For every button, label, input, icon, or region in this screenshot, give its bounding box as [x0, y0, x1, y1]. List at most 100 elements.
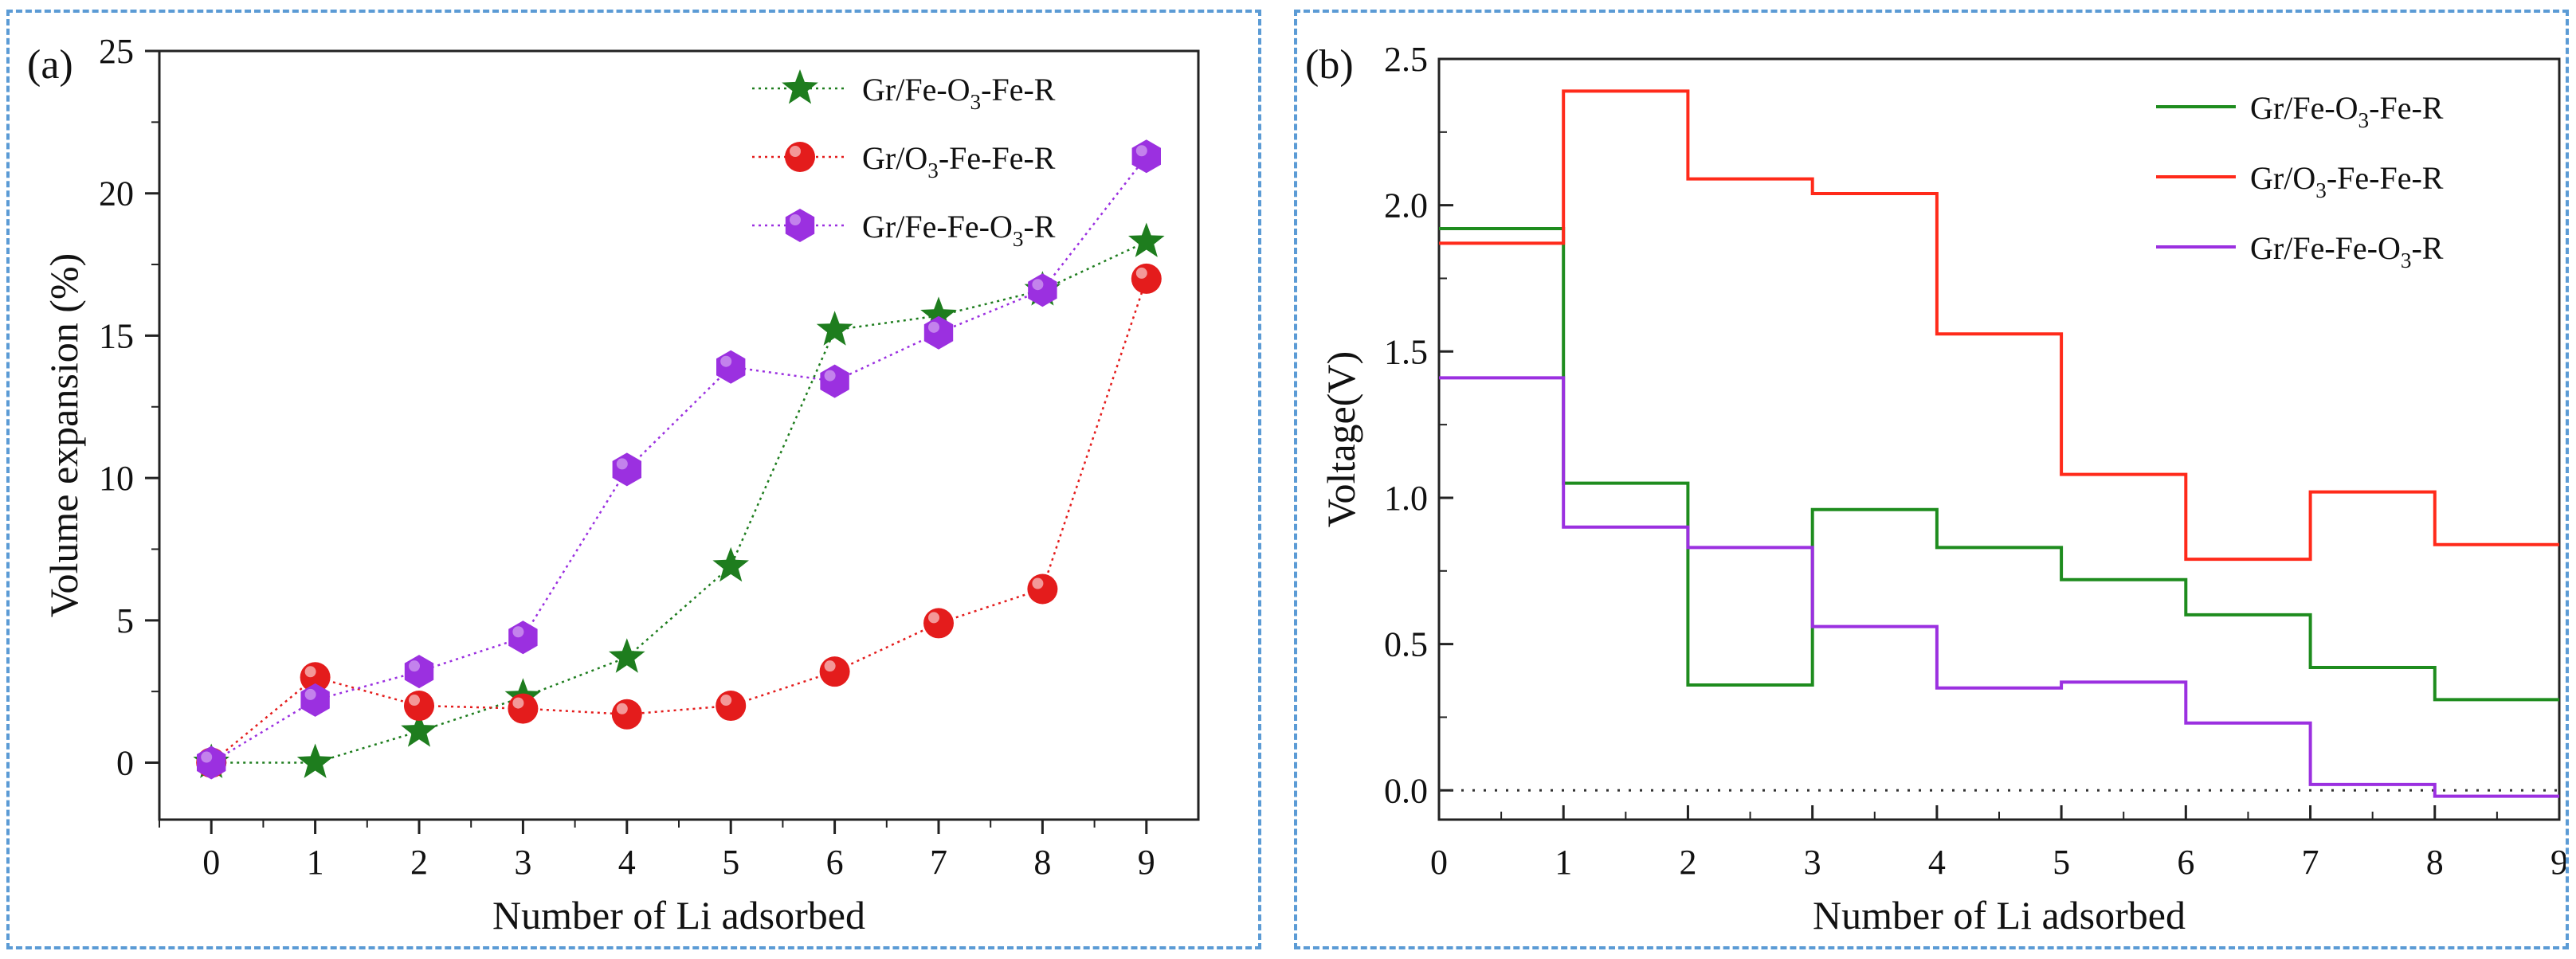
y-tick-label-a: 15: [99, 316, 134, 355]
x-tick-label-b: 7: [2302, 843, 2319, 882]
data-point-a-2: [508, 620, 538, 655]
data-point-a-2: [923, 315, 954, 350]
data-point-a-2-highlight: [409, 660, 420, 672]
panel-a-volume-expansion: (a) 0 1 2 3 4 5 6 7 8 9 0 5 10 15 20 25 Number of Li adso…: [6, 10, 1261, 949]
x-tick-label-a: 5: [722, 843, 739, 882]
data-point-a-2: [404, 655, 434, 689]
legend-marker-a-1-highlight: [790, 146, 801, 157]
y-tick-label-b: 0.0: [1384, 771, 1428, 810]
data-point-a-1-highlight: [409, 695, 420, 707]
x-tick-label-b: 8: [2426, 843, 2444, 882]
data-point-a-0: [920, 296, 957, 331]
x-tick-label-b: 1: [1555, 843, 1572, 882]
data-point-a-1-highlight: [824, 660, 836, 672]
y-tick-label-a: 25: [99, 32, 134, 71]
data-point-a-1: [404, 691, 434, 722]
legend-marker-a-0: [782, 69, 818, 104]
y-tick-label-b: 1.0: [1384, 479, 1428, 518]
data-point-a-2-highlight: [201, 751, 213, 763]
data-point-a-1: [611, 699, 642, 730]
legend-marker-a-2-highlight: [790, 214, 801, 225]
x-tick-label-a: 1: [307, 843, 324, 882]
data-point-a-1-highlight: [512, 697, 524, 709]
data-point-a-2: [1028, 273, 1057, 307]
x-tick-label-a: 6: [826, 843, 844, 882]
chart-a-svg: (a) 0 1 2 3 4 5 6 7 8 9 0 5 10 15 20 25 Number of Li adso…: [27, 32, 1200, 937]
data-point-a-2-highlight: [616, 458, 628, 470]
step-line-b-0: [1439, 227, 2559, 702]
series-line-a-1: [210, 278, 1147, 764]
data-point-a-2: [300, 683, 330, 717]
data-point-a-1: [1027, 573, 1058, 605]
y-tick-label-a: 0: [116, 744, 134, 783]
x-tick-label-a: 8: [1033, 843, 1051, 882]
y-tick-label-b: 2.0: [1384, 186, 1428, 225]
x-tick-label-b: 0: [1430, 843, 1448, 882]
data-point-a-1: [923, 608, 954, 639]
legend-label-b-2: Gr/Fe-Fe-O3-R: [2250, 230, 2444, 272]
data-point-a-2-highlight: [512, 626, 524, 638]
x-tick-label-b: 3: [1804, 843, 1821, 882]
data-point-a-1: [819, 656, 850, 687]
x-axis-title-b: Number of Li adsorbed: [1813, 893, 2186, 937]
data-point-a-0: [609, 638, 645, 673]
data-point-a-1: [508, 693, 539, 724]
x-tick-label-b: 6: [2177, 843, 2194, 882]
series-line-a-0: [211, 241, 1147, 764]
data-point-a-2: [612, 452, 641, 487]
x-axis-title-a: Number of Li adsorbed: [492, 893, 865, 937]
y-axis-title-a: Volume expansion (%): [41, 253, 86, 617]
data-point-a-2: [1131, 139, 1161, 174]
y-tick-label-a: 20: [99, 174, 134, 213]
data-point-a-2-highlight: [304, 688, 316, 700]
y-tick-label-a: 5: [116, 601, 134, 640]
data-point-a-1-highlight: [1135, 267, 1147, 279]
x-tick-label-b: 9: [2551, 843, 2566, 882]
series-a-1: [196, 263, 1162, 778]
data-point-a-0: [816, 311, 853, 346]
x-tick-label-a: 0: [202, 843, 220, 882]
data-point-a-1-highlight: [304, 666, 316, 678]
panel-b-voltage: (b) 0 1 2 3 4 5 6 7 8 9 0.0 0.5 1.0 1.5 2.0 2.5 Number of…: [1294, 10, 2569, 949]
data-point-a-1-highlight: [720, 695, 732, 707]
data-point-a-2-highlight: [928, 321, 939, 333]
legend-label-a-0: Gr/Fe-O3-Fe-R: [862, 72, 1056, 114]
legend-marker-a-1: [785, 142, 815, 172]
data-point-a-0: [401, 712, 437, 747]
legend-label-b-1: Gr/O3-Fe-Fe-R: [2250, 160, 2444, 202]
legend-marker-a-2: [785, 209, 815, 242]
y-tick-label-b: 0.5: [1384, 625, 1428, 664]
data-point-a-1: [1131, 263, 1162, 294]
x-tick-label-b: 5: [2053, 843, 2070, 882]
y-tick-label-b: 2.5: [1384, 40, 1428, 79]
data-point-a-0: [296, 743, 334, 778]
data-point-a-2-highlight: [1135, 145, 1147, 157]
x-tick-label-a: 2: [410, 843, 428, 882]
legend-label-a-2: Gr/Fe-Fe-O3-R: [862, 209, 1056, 251]
data-point-a-1-highlight: [1032, 577, 1044, 589]
data-point-a-2: [197, 746, 226, 780]
step-line-b-2: [1439, 376, 2559, 798]
x-tick-label-b: 4: [1928, 843, 1946, 882]
legend-label-a-1: Gr/O3-Fe-Fe-R: [862, 140, 1056, 182]
x-tick-label-a: 7: [930, 843, 947, 882]
series-line-a-2: [210, 155, 1147, 764]
x-tick-label-a: 3: [514, 843, 531, 882]
data-point-a-0: [712, 546, 749, 582]
y-axis-title-b: Voltage(V): [1319, 351, 1363, 527]
data-point-a-0: [1128, 222, 1165, 257]
data-point-a-2: [820, 364, 849, 398]
data-point-a-2-highlight: [720, 355, 732, 367]
legend-label-b-0: Gr/Fe-O3-Fe-R: [2250, 90, 2444, 132]
series-a-0: [193, 222, 1165, 778]
data-point-a-2-highlight: [1032, 279, 1044, 291]
chart-b-svg: (b) 0 1 2 3 4 5 6 7 8 9 0.0 0.5 1.0 1.5 2.0 2.5 Number of…: [1305, 40, 2566, 937]
panel-label-b: (b): [1305, 42, 1354, 88]
x-tick-label-a: 9: [1138, 843, 1155, 882]
step-line-b-1: [1439, 89, 2559, 562]
y-tick-label-b: 1.5: [1384, 332, 1428, 371]
x-tick-label-b: 2: [1679, 843, 1696, 882]
data-point-a-1-highlight: [928, 612, 939, 624]
panel-label-a: (a): [27, 42, 73, 88]
data-point-a-1: [716, 691, 747, 722]
